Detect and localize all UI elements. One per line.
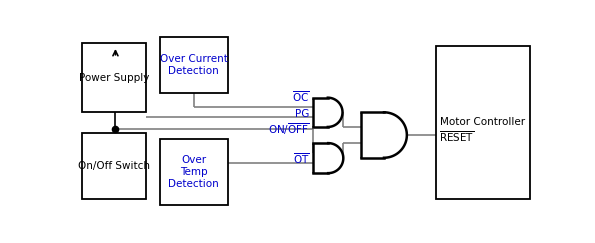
Text: PG: PG (295, 109, 309, 119)
Text: Over
Temp
Detection: Over Temp Detection (168, 155, 219, 189)
Bar (82, 133, 146, 199)
Text: Over Current
Detection: Over Current Detection (160, 54, 228, 76)
Bar (436, 46, 530, 199)
Text: $\overline{\rm OT}$: $\overline{\rm OT}$ (293, 151, 309, 166)
Text: ON/$\overline{\rm OFF}$: ON/$\overline{\rm OFF}$ (268, 122, 309, 137)
Text: Power Supply: Power Supply (79, 73, 149, 83)
Bar (159, 37, 228, 93)
Text: Motor Controller: Motor Controller (440, 117, 525, 127)
Text: $\overline{\rm OC}$: $\overline{\rm OC}$ (292, 90, 309, 104)
Bar (82, 43, 146, 112)
Text: $\overline{\rm RESET}$: $\overline{\rm RESET}$ (439, 130, 474, 144)
Bar (159, 139, 228, 205)
Text: On/Off Switch: On/Off Switch (78, 161, 150, 171)
